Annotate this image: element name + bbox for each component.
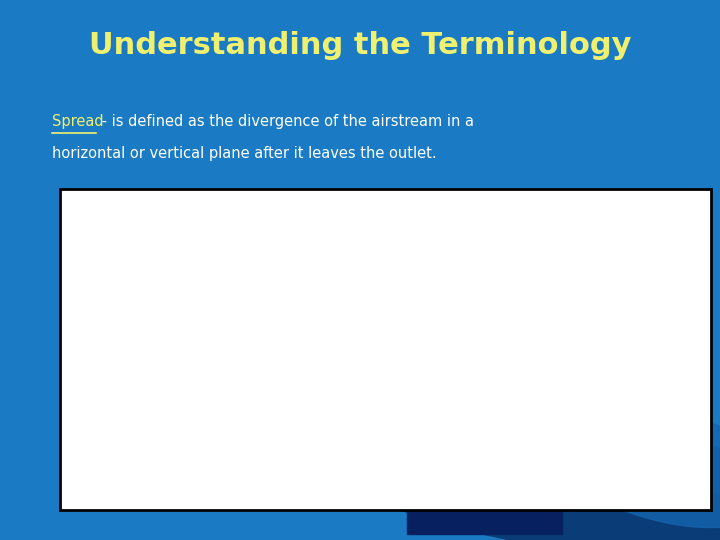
Text: 0: 0	[150, 328, 155, 336]
Polygon shape	[220, 275, 485, 418]
Polygon shape	[220, 214, 702, 480]
Text: 22.5: 22.5	[150, 295, 168, 304]
Ellipse shape	[444, 413, 720, 540]
Ellipse shape	[347, 452, 720, 540]
Text: Typical 100 fpm: Typical 100 fpm	[490, 337, 614, 350]
Text: horizontal or vertical plane after it leaves the outlet.: horizontal or vertical plane after it le…	[52, 146, 436, 161]
Text: 22.5: 22.5	[150, 360, 168, 369]
Polygon shape	[220, 350, 407, 407]
Text: 150 fpm: 150 fpm	[484, 418, 558, 435]
Text: Spread: Spread	[52, 114, 104, 129]
Bar	[407, 495, 562, 534]
Text: 50 fpm: 50 fpm	[483, 252, 551, 275]
Polygon shape	[220, 304, 425, 390]
Ellipse shape	[544, 401, 720, 528]
Polygon shape	[220, 287, 407, 344]
Text: Understanding the Terminology: Understanding the Terminology	[89, 31, 631, 60]
Text: - is defined as the divergence of the airstream in a: - is defined as the divergence of the ai…	[97, 114, 474, 129]
